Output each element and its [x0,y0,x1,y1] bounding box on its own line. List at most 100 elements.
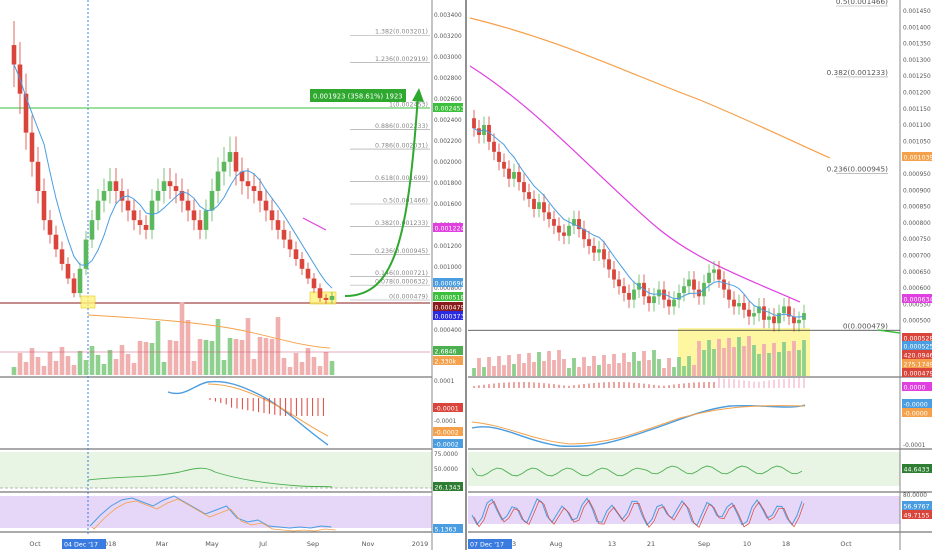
right-x-label: 13 [608,540,616,548]
right-candle [682,286,686,293]
right-candle [762,306,766,320]
left-volume-bar [71,365,77,375]
left-volume-bar [179,302,185,375]
left-price-tick: 0.001000 [434,265,462,271]
left-macd-line [167,380,329,446]
left-candle [119,190,125,201]
left-volume-bar [59,347,65,375]
left-volume-bar [329,361,335,375]
right-candle [672,299,676,307]
left-price-badge-bg [433,103,463,112]
left-rsi-badge: 26.1343 [435,485,461,492]
left-volume-bar [191,361,197,375]
right-price-badge-bg [902,368,932,377]
left-rsi-line [87,467,333,488]
left-stoch-badge: 5.1363 [435,527,457,534]
left-candle [89,220,95,240]
right-fib-label: 0(0.000479) [843,321,888,330]
right-volume-bar [762,344,766,376]
right-candle [497,151,501,162]
left-volume-bar [239,340,245,375]
left-candle [287,239,293,250]
left-volume-bar [257,337,263,375]
right-volume-bar [472,368,476,376]
right-volume-bar [562,359,566,376]
left-x-label: Sep [307,540,319,548]
left-macd-badge: -0.0002 [435,430,459,437]
left-volume-bar [227,338,233,375]
right-candle [722,279,726,290]
left-rsi-tick: 75.0000 [434,452,458,458]
right-price-tick: 0.000750 [903,237,931,243]
right-price-tick: 0.000650 [903,270,931,276]
right-volume-bar [647,360,651,376]
target-label: 0.001923 (358.61%) 1923 [313,93,403,101]
left-fib-label: 0.5(0.001466) [383,198,428,205]
left-macd-tick: -0.0001 [434,419,457,425]
right-volume-bar [557,350,561,376]
right-candle [537,202,541,209]
left-candle [101,190,107,201]
left-candle [251,186,257,191]
left-volume-bar [65,356,71,375]
left-candle [149,200,155,230]
right-candle [662,289,666,300]
left-volume-bar [143,342,149,375]
right-volume-bar [692,365,696,376]
left-volume-bar [137,341,143,375]
left-fib-label: 0.382(0.001233) [375,220,428,227]
left-ma-line [13,64,333,289]
left-volume-bar [317,366,323,375]
right-candle [627,292,631,300]
left-fib-label: 1.236(0.002919) [375,56,428,63]
right-candle [692,279,696,290]
right-candle [687,279,691,287]
right-volume-bar [607,364,611,376]
right-volume-bar [477,358,481,376]
right-volume-bar [532,362,536,376]
left-candle [155,190,161,201]
right-price-badge-bg [902,350,932,359]
left-candle [203,210,209,230]
right-volume-bar [722,348,726,376]
right-volume-bar [757,354,761,376]
right-candle [667,299,671,307]
left-candle [317,288,323,298]
right-price-tick: 0.001400 [903,25,931,31]
left-price-tick: 0.002400 [434,118,462,124]
left-volume-bar [167,340,173,375]
left-volume-ma [87,314,331,349]
right-volume-bar [542,361,546,376]
left-price-tick: 0.000800 [434,286,462,292]
left-macd-badge-bg [433,403,463,412]
left-fib-label: 0.236(0.000945) [375,248,428,255]
left-date-marker: 04 Dec '17 [64,542,98,549]
right-candle [717,269,721,280]
left-x-label: Oct [29,540,41,548]
right-volume-bar [642,351,646,376]
right-candle [567,225,571,236]
right-fib-label: 0.5(0.001466) [836,0,888,6]
right-price-badge: 0.001039 [904,155,932,162]
right-volume-bar [547,351,551,376]
right-volume-bar [712,349,716,376]
right-volume-bar [707,340,711,376]
right-candle [757,306,761,314]
left-volume-bar [185,320,191,375]
right-volume-bar [672,367,676,376]
left-candle [71,278,77,294]
right-macd-badge-bg [902,382,932,391]
right-x-label: Aug [550,540,563,548]
right-price-badge: 0.000479 [904,371,932,378]
right-price-tick: 0.000700 [903,254,931,260]
left-volume-bar [173,341,179,375]
left-price-tick: 0.002200 [434,139,462,145]
left-fib-label: 1.382(0.003201) [375,29,428,36]
left-volume-bar [209,341,215,375]
right-candle [522,182,526,193]
right-stoch-badge: 49.7155 [904,513,930,520]
left-macd-badge-bg [433,427,463,436]
right-candle [752,313,756,317]
left-candle [47,220,53,235]
left-candle [233,152,239,172]
